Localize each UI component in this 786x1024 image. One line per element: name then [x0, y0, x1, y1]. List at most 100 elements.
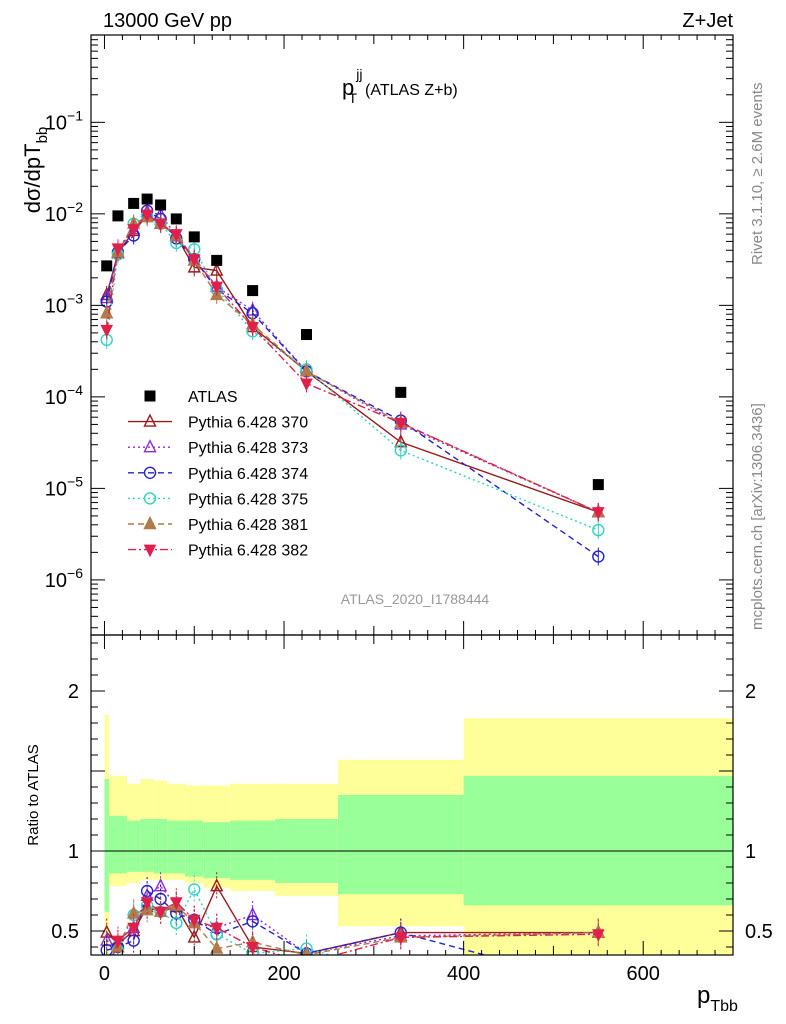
- data-point: [101, 260, 113, 272]
- ratio-series-line: [106, 884, 599, 955]
- rivet-version-label: Rivet 3.1.10, ≥ 2.6M events: [749, 83, 766, 266]
- ratio-point: [210, 940, 224, 954]
- data-point: [155, 199, 167, 211]
- data-point: [140, 209, 154, 223]
- ratio-point: [246, 915, 259, 928]
- ratio-point: [210, 922, 224, 936]
- legend-marker: [143, 515, 157, 530]
- y-axis-label-main: dσ/dpT: [20, 143, 45, 213]
- ratio-point: [154, 906, 167, 920]
- y-tick-label-base: 10: [45, 478, 67, 500]
- y-axis-label: dσ/dpTbb: [20, 127, 51, 214]
- ratio-point: [188, 883, 201, 896]
- plot-title-subscript: T: [348, 90, 357, 106]
- uncertainty-band-green: [337, 795, 464, 895]
- legend-label: Pythia 6.428 374: [188, 466, 308, 483]
- data-point: [188, 231, 200, 243]
- legend-marker: [143, 492, 157, 505]
- y-tick-label: 10−3: [45, 290, 83, 317]
- ratio-point: [394, 932, 408, 946]
- series-group: [100, 206, 605, 522]
- plot-title: pjj T (ATLAS Z+b): [342, 66, 458, 106]
- uncertainty-band-green: [167, 820, 186, 874]
- analysis-watermark: ATLAS_2020_I1788444: [341, 591, 490, 607]
- ratio-point: [169, 897, 183, 910]
- series-line: [106, 213, 599, 513]
- ratio-point: [140, 897, 154, 910]
- ratio-bands: [104, 715, 733, 955]
- mcplots-label: mcplots.cern.ch [arXiv:1306.3436]: [749, 403, 766, 630]
- ratio-y-tick-label-left: 1: [68, 841, 79, 863]
- legend-label: Pythia 6.428 370: [188, 415, 308, 432]
- legend-entry: Pythia 6.428 381: [128, 515, 308, 534]
- ratio-y-tick-label-right: 1: [745, 841, 756, 863]
- legend-entry: Pythia 6.428 375: [128, 491, 308, 508]
- legend: ATLAS Pythia 6.428 370 Pythia 6.428 373 Pyt…: [128, 389, 308, 560]
- ratio-point: [302, 946, 311, 955]
- ratio-point: [111, 935, 125, 949]
- legend-entry: Pythia 6.428 373: [128, 439, 308, 457]
- series-line: [106, 215, 599, 531]
- series-group: [100, 206, 605, 540]
- y-tick-label-base: 10: [45, 204, 67, 226]
- data-point: [592, 479, 604, 491]
- x-axis-label-main: p: [697, 982, 710, 1009]
- y-tick-label-exponent: −5: [67, 473, 83, 489]
- uncertainty-band-green: [463, 775, 733, 906]
- data-point: [127, 224, 140, 237]
- ratio-point: [170, 916, 183, 930]
- data-point: [141, 193, 153, 205]
- x-tick-label: 200: [267, 963, 300, 985]
- legend-marker: [144, 390, 156, 402]
- ratio-series: [111, 888, 605, 955]
- series-group: [101, 193, 604, 491]
- x-axis-label-subscript: Tbb: [710, 998, 738, 1015]
- data-point: [111, 243, 125, 256]
- ratio-series-line: [111, 904, 599, 955]
- data-point: [592, 507, 605, 520]
- ratio-y-tick-label-right: 2: [745, 681, 756, 703]
- legend-label: Pythia 6.428 375: [188, 491, 308, 508]
- legend-label: ATLAS: [188, 389, 238, 406]
- ratio-y-tick-label-right: 0.5: [745, 921, 773, 943]
- uncertainty-band-green: [203, 822, 231, 879]
- y-tick-label-exponent: −4: [67, 382, 83, 398]
- data-point: [154, 218, 167, 232]
- ratio-y-tick-label-left: 2: [68, 681, 79, 703]
- data-point: [112, 210, 124, 222]
- data-point: [187, 259, 201, 273]
- data-point: [170, 213, 182, 225]
- data-point: [394, 417, 408, 431]
- ratio-point: [246, 942, 259, 955]
- ratio-series-line: [106, 889, 488, 955]
- data-point: [246, 322, 259, 335]
- y-tick-label-base: 10: [45, 295, 67, 317]
- legend-entry: Pythia 6.428 374: [128, 466, 308, 483]
- data-point: [300, 329, 312, 341]
- data-point: [300, 378, 313, 392]
- x-tick-label: 400: [447, 963, 480, 985]
- legend-entry: Pythia 6.428 382: [128, 543, 308, 560]
- series-group: [100, 205, 605, 522]
- y-axis-label-subscript: bb: [34, 127, 51, 144]
- uncertainty-band-green: [230, 820, 276, 880]
- data-point: [210, 262, 224, 276]
- data-point: [169, 229, 183, 242]
- data-point: [210, 281, 224, 295]
- series-line: [106, 209, 599, 558]
- plot-title-superscript: jj: [355, 66, 362, 82]
- ratio-point: [592, 929, 605, 942]
- y-tick-label: 10−5: [45, 473, 83, 500]
- uncertainty-band-green: [104, 779, 109, 912]
- data-point: [211, 254, 223, 266]
- ratio-point: [210, 878, 224, 892]
- y-tick-label-base: 10: [45, 387, 67, 409]
- uncertainty-band-green: [153, 819, 168, 874]
- legend-marker: [143, 413, 157, 427]
- ratio-series-line: [115, 887, 333, 955]
- header-right-label: Z+Jet: [682, 10, 733, 32]
- series-group: [100, 208, 605, 522]
- data-point: [592, 523, 605, 537]
- legend-label: Pythia 6.428 381: [188, 517, 308, 534]
